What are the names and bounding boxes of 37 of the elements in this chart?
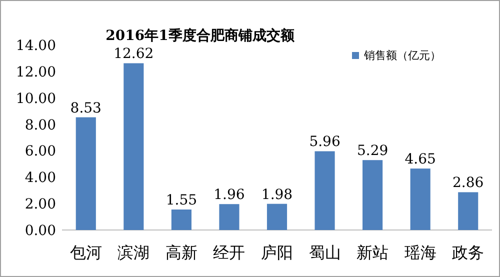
x-tick-label: 包河: [70, 243, 102, 262]
bar: [410, 168, 430, 230]
y-tick-label: 4.00: [24, 170, 56, 186]
y-tick-label: 6.00: [24, 144, 56, 160]
data-label: 1.98: [261, 186, 293, 203]
y-tick-label: 14.00: [16, 38, 56, 54]
data-label: 8.53: [70, 100, 102, 116]
x-tick-label: 蜀山: [308, 243, 341, 262]
x-tick-label: 瑶海: [404, 243, 436, 262]
x-tick-label: 高新: [165, 243, 198, 262]
x-tick-label: 新站: [356, 243, 389, 262]
chart-title: 2016年1季度合肥商铺成交额: [106, 27, 296, 44]
data-label: 2.86: [452, 175, 484, 192]
bar: [171, 210, 192, 230]
bar: [458, 192, 478, 230]
bar: [266, 204, 288, 230]
x-tick-label: 经开: [213, 243, 246, 262]
legend-label: 销售额（亿元）: [363, 49, 441, 62]
y-tick-label: 12.00: [16, 64, 56, 80]
bar: [124, 63, 144, 230]
y-tick-label: 2.00: [24, 196, 56, 213]
bar: [219, 204, 240, 230]
x-tick-label: 政务: [452, 243, 484, 262]
bar: [362, 160, 383, 230]
y-tick-label: 10.00: [16, 90, 56, 107]
data-label: 5.96: [309, 134, 340, 150]
x-tick-label: 庐阳: [261, 243, 293, 262]
data-label: 5.29: [356, 143, 388, 160]
bar: [314, 151, 335, 230]
y-tick-label: 0.00: [24, 223, 56, 239]
data-label: 4.65: [404, 152, 436, 168]
x-tick-label: 滨湖: [118, 243, 150, 262]
data-label: 1.55: [166, 192, 198, 209]
data-label: 1.96: [214, 187, 245, 204]
data-label: 12.62: [114, 46, 154, 62]
y-tick-label: 8.00: [24, 117, 56, 134]
bar: [76, 117, 96, 230]
